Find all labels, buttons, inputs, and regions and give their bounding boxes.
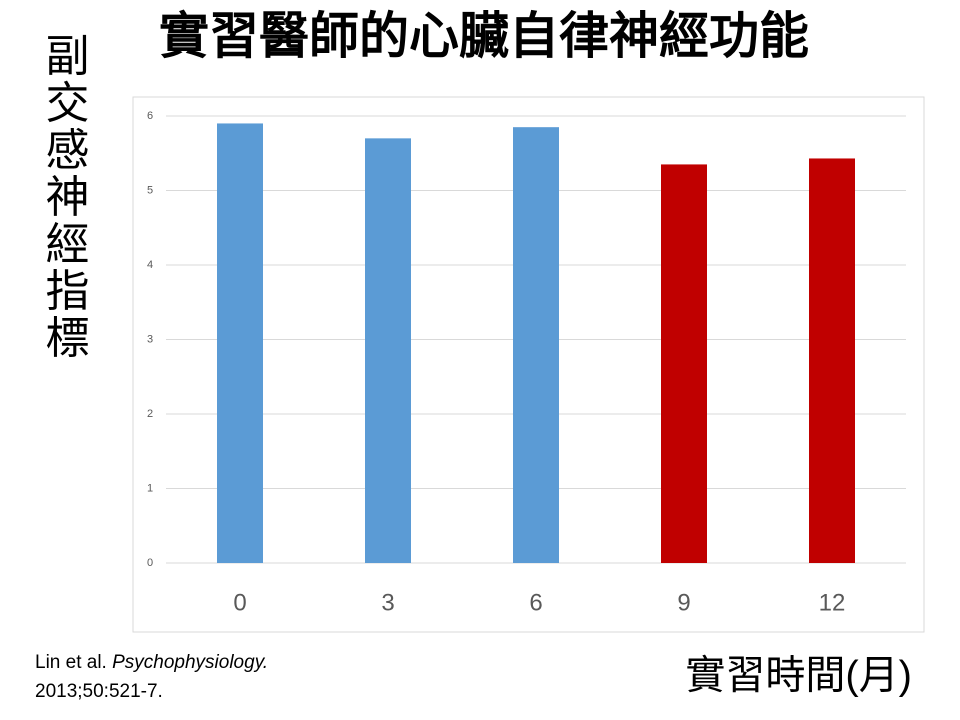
bar — [365, 138, 411, 563]
y-tick-label: 4 — [147, 259, 153, 271]
x-axis-label: 實習時間(月) — [685, 654, 912, 698]
y-tick-label: 0 — [147, 557, 153, 569]
bar — [661, 164, 707, 564]
x-tick-label: 3 — [381, 589, 394, 616]
citation-journal: Psychophysiology. — [112, 652, 268, 673]
citation: Lin et al. Psychophysiology. — [35, 652, 268, 673]
y-tick-label: 3 — [147, 333, 153, 345]
y-axis-label: 副交感神經指標 — [39, 33, 89, 362]
x-tick-label: 9 — [677, 589, 690, 616]
y-tick-label: 6 — [147, 110, 153, 122]
bar — [217, 123, 263, 563]
y-tick-label: 1 — [147, 482, 153, 494]
citation-authors: Lin et al. — [35, 652, 107, 673]
x-tick-label: 0 — [233, 589, 246, 616]
chart-title: 實習醫師的心臟自律神經功能 — [159, 8, 809, 64]
y-tick-label: 2 — [147, 408, 153, 420]
citation-details: 2013;50:521-7. — [35, 681, 163, 702]
x-tick-label: 12 — [819, 589, 846, 616]
y-tick-label: 5 — [147, 184, 153, 196]
bar — [513, 127, 559, 564]
bar — [809, 158, 855, 563]
x-tick-label: 6 — [529, 589, 542, 616]
